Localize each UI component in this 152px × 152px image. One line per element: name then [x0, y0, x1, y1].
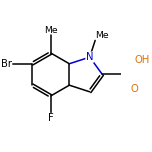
Text: N: N — [86, 52, 93, 62]
Text: O: O — [130, 85, 138, 94]
Text: OH: OH — [135, 55, 150, 65]
Text: Me: Me — [96, 31, 109, 40]
Text: F: F — [48, 114, 54, 123]
Text: Br: Br — [1, 59, 12, 69]
Text: Me: Me — [44, 26, 58, 35]
